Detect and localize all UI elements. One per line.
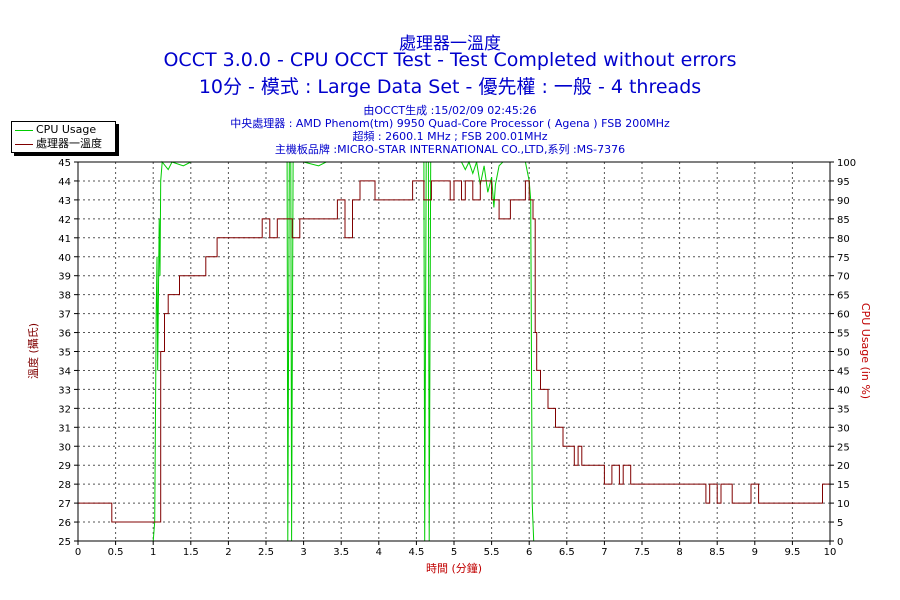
x-tick-label: 2.5: [258, 547, 274, 558]
x-tick-label: 3: [300, 547, 306, 558]
y-right-tick-label: 75: [837, 253, 850, 264]
legend-swatch-temperature: [15, 143, 33, 145]
y-right-tick-label: 90: [837, 196, 850, 207]
y-right-tick-label: 95: [837, 177, 850, 188]
y-right-tick-label: 35: [837, 404, 850, 415]
y-right-tick-label: 25: [837, 442, 850, 453]
x-tick-label: 7: [601, 547, 607, 558]
y-right-tick-label: 55: [837, 329, 850, 340]
x-ticks: 0 0.5 1 1.5 2 2.5 3 3.5 4 4.5 5 5.5 6 6.5 7 7.5 8 8.5 9 9.5…: [75, 541, 837, 558]
y-left-tick-label: 35: [58, 348, 71, 359]
legend-item-temperature: 處理器一溫度: [15, 137, 102, 150]
legend-label-cpu-usage: CPU Usage: [36, 123, 97, 136]
y-right-tick-label: 10: [837, 499, 850, 510]
x-tick-label: 9: [752, 547, 758, 558]
y-right-tick-label: 60: [837, 310, 850, 321]
y-left-tick-label: 42: [58, 215, 71, 226]
y-left-tick-label: 41: [58, 234, 71, 245]
info-cpu: 中央處理器 : AMD Phenom(tm) 9950 Quad-Core Pr…: [230, 117, 670, 130]
y-left-tick-label: 36: [58, 329, 71, 340]
y-left-tick-label: 45: [58, 158, 71, 169]
y-left-tick-label: 32: [58, 404, 71, 415]
x-tick-label: 10: [824, 547, 837, 558]
y-left-tick-label: 28: [58, 480, 71, 491]
x-tick-label: 8.5: [709, 547, 725, 558]
y-left-tick-label: 30: [58, 442, 71, 453]
y-left-tick-label: 37: [58, 310, 71, 321]
y-left-tick-label: 44: [58, 177, 71, 188]
y-right-ticks: 0 5 10 15 20 25 30 35 40 45 50 55 60 65 70 75 80 85 90 95 10…: [830, 158, 856, 548]
y-left-tick-label: 39: [58, 272, 71, 283]
x-tick-label: 6: [526, 547, 532, 558]
x-tick-label: 1: [150, 547, 156, 558]
info-generated: 由OCCT生成 :15/02/09 02:45:26: [363, 104, 537, 117]
chart-subtitle-test: OCCT 3.0.0 - CPU OCCT Test - Test Comple…: [163, 49, 737, 71]
y-right-tick-label: 45: [837, 366, 850, 377]
y-left-tick-label: 29: [58, 461, 71, 472]
y-right-tick-label: 100: [837, 158, 856, 169]
x-tick-label: 4.5: [408, 547, 424, 558]
x-tick-label: 5: [451, 547, 457, 558]
info-clock: 超頻 : 2600.1 MHz ; FSB 200.01MHz: [352, 130, 548, 143]
x-tick-label: 6.5: [559, 547, 575, 558]
x-tick-label: 7.5: [634, 547, 650, 558]
x-tick-label: 1.5: [183, 547, 199, 558]
y-left-tick-label: 43: [58, 196, 71, 207]
y-left-axis-label: 溫度 (攝氏): [26, 323, 40, 379]
series-line-temperature: [78, 180, 830, 523]
y-left-tick-label: 34: [58, 366, 71, 377]
x-tick-label: 8: [676, 547, 682, 558]
y-left-tick-label: 38: [58, 291, 71, 302]
y-left-tick-label: 26: [58, 518, 71, 529]
x-tick-label: 3.5: [333, 547, 349, 558]
info-motherboard: 主機板品牌 :MICRO-STAR INTERNATIONAL CO.,LTD,…: [274, 143, 626, 156]
y-right-tick-label: 20: [837, 461, 850, 472]
x-tick-label: 4: [376, 547, 382, 558]
y-right-tick-label: 30: [837, 423, 850, 434]
y-right-tick-label: 50: [837, 348, 850, 359]
x-tick-label: 9.5: [784, 547, 800, 558]
legend: CPU Usage 處理器一溫度: [11, 121, 116, 153]
y-right-tick-label: 40: [837, 385, 850, 396]
y-left-tick-label: 27: [58, 499, 71, 510]
chart-subtitle-mode: 10分 - 模式 : Large Data Set - 優先權 : 一般 - 4…: [198, 76, 702, 98]
y-left-tick-label: 25: [58, 537, 71, 548]
y-right-tick-label: 70: [837, 272, 850, 283]
y-left-tick-label: 40: [58, 253, 71, 264]
y-right-tick-label: 80: [837, 234, 850, 245]
y-left-tick-label: 31: [58, 423, 71, 434]
x-tick-label: 0.5: [108, 547, 124, 558]
grid: [78, 162, 830, 541]
y-right-tick-label: 15: [837, 480, 850, 491]
x-axis-label: 時間 (分鐘): [426, 561, 482, 575]
x-tick-label: 5.5: [484, 547, 500, 558]
legend-swatch-cpu-usage: [15, 129, 33, 131]
y-right-tick-label: 85: [837, 215, 850, 226]
y-left-ticks: 25 26 27 28 29 30 31 32 33 34 35 36 37 38 39 40 41 42 43 44…: [58, 158, 78, 548]
y-right-tick-label: 0: [837, 537, 843, 548]
x-tick-label: 2: [225, 547, 231, 558]
legend-item-cpu-usage: CPU Usage: [15, 123, 96, 136]
y-right-tick-label: 65: [837, 291, 850, 302]
y-left-tick-label: 33: [58, 385, 71, 396]
y-right-axis-label: CPU Usage (in %): [859, 303, 872, 399]
chart-title: 處理器一溫度: [399, 34, 501, 54]
x-tick-label: 0: [75, 547, 81, 558]
legend-label-temperature: 處理器一溫度: [36, 137, 102, 150]
y-right-tick-label: 5: [837, 518, 843, 529]
